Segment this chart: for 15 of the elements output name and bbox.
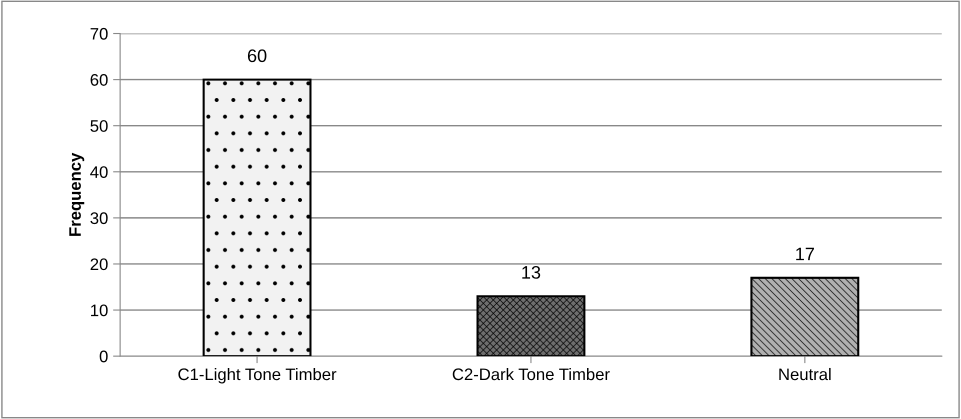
y-tick-label: 0: [100, 350, 108, 362]
x-tick-label: Neutral: [779, 368, 831, 380]
y-tick-label: 40: [90, 166, 108, 178]
y-tick-label: 70: [90, 28, 108, 40]
y-tick-label: 10: [91, 304, 108, 316]
y-tick-label: 50: [90, 120, 108, 132]
y-axis-title: Frequency: [69, 152, 84, 236]
x-tick-label: C1-Light Tone Timber: [178, 368, 336, 384]
y-tick-label: 20: [90, 258, 108, 270]
data-label: 13: [522, 266, 540, 279]
y-tick-label: 30: [90, 212, 108, 224]
y-tick-label: 60: [90, 74, 108, 86]
x-tick-label: C2-Dark Tone Timber: [452, 368, 610, 380]
data-label: 17: [796, 248, 814, 260]
data-label: 60: [248, 49, 266, 62]
